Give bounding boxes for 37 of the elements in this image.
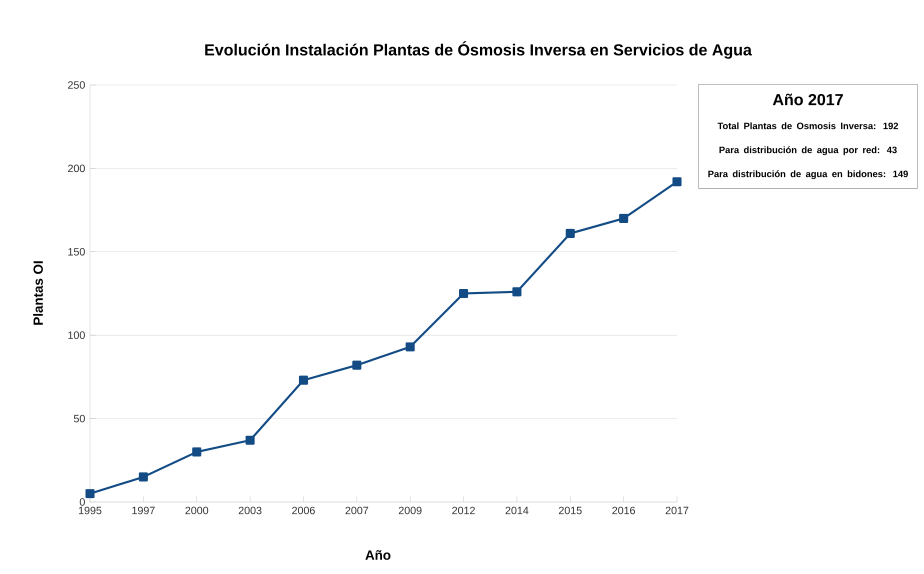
point [298, 376, 308, 385]
text: Para distribución de agua en bidones: 149 [708, 170, 908, 180]
point [192, 447, 202, 456]
text: Año 2017 [772, 94, 843, 106]
point [619, 214, 628, 223]
point [672, 177, 682, 186]
y-tick-label: 200 [68, 164, 85, 172]
x-tick-label: 1997 [132, 506, 155, 514]
y-axis-title: Plantas OI [33, 261, 43, 325]
point [85, 489, 95, 498]
chart-title: Evolución Instalación Plantas de Ósmosis Inversa en Servicios de Agua [205, 41, 752, 59]
x-axis-title: Año [365, 550, 390, 560]
x-tick-label: 2000 [185, 506, 208, 514]
point [406, 342, 415, 352]
y-tick-label: 50 [74, 414, 85, 422]
x-tick-label: 1995 [78, 506, 102, 514]
x-tick-label: 2003 [238, 506, 262, 514]
x-tick-label: 2012 [452, 506, 475, 514]
x-tick-label: 2007 [346, 506, 368, 514]
point [246, 436, 255, 445]
text: Total Plantas de Osmosis Inversa: 192 [718, 122, 898, 130]
y-tick-label: 0 [80, 498, 85, 506]
point [459, 288, 468, 298]
x-tick-label: 2017 [666, 506, 688, 514]
point [138, 472, 148, 482]
text: Para distribución de agua por red: 43 [720, 146, 897, 156]
y-tick-label: 250 [68, 81, 85, 89]
point [512, 287, 522, 296]
point [352, 360, 362, 370]
x-tick-label: 2015 [558, 506, 582, 514]
x-tick-label: 2009 [398, 506, 422, 514]
x-tick-label: 2014 [506, 506, 528, 514]
y-tick-label: 150 [68, 248, 85, 256]
point [566, 228, 575, 238]
x-tick-label: 2016 [612, 506, 636, 514]
y-tick-label: 100 [68, 331, 85, 339]
x-tick-label: 2006 [292, 506, 315, 514]
